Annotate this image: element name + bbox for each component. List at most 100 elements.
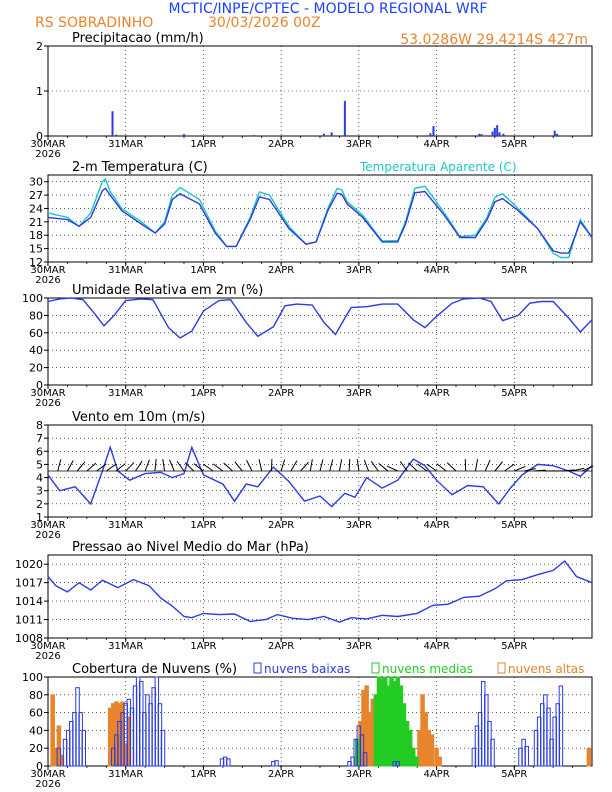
pressure-xtick-year: 2026 bbox=[35, 651, 60, 662]
wind-xtick-label: 3APR bbox=[346, 520, 372, 531]
clouds-xtick-label: 4APR bbox=[423, 769, 449, 780]
clouds-bar-nuvens-baixas bbox=[490, 738, 495, 767]
pressure-series-line bbox=[47, 560, 593, 623]
temp-ytick-label: 12 bbox=[29, 256, 43, 269]
wind-ytick-label: 3 bbox=[36, 485, 43, 498]
clouds-bar-nuvens-baixas bbox=[362, 752, 368, 767]
rh-ytick-label: 100 bbox=[22, 292, 43, 305]
clouds-xtick-year: 2026 bbox=[35, 779, 60, 790]
wind-barb bbox=[386, 465, 398, 472]
pressure-ytick-label: 1020 bbox=[15, 558, 43, 571]
wind-barb bbox=[474, 459, 479, 472]
pressure-frame bbox=[47, 554, 593, 639]
precip-bar bbox=[553, 130, 556, 136]
wind-barb bbox=[523, 468, 536, 472]
rh-xtick-label: 1APR bbox=[190, 388, 216, 399]
pressure-xtick-label: 3APR bbox=[346, 641, 372, 652]
precip-xtick-label: 1APR bbox=[190, 139, 216, 150]
temp-legend-apparent: Temperatura Aparente (C) bbox=[359, 160, 517, 174]
pressure-ytick-label: 1014 bbox=[15, 595, 43, 608]
wind-barb bbox=[370, 460, 379, 472]
wind-xtick-label: 4APR bbox=[423, 520, 449, 531]
wind-barb bbox=[144, 459, 150, 472]
clouds-bar-nuvens-altas bbox=[50, 694, 55, 767]
clouds-bar-nuvens-baixas bbox=[359, 734, 365, 767]
wind-barb bbox=[57, 459, 62, 472]
wind-xtick-label: 30MAR bbox=[30, 520, 65, 531]
temp-xtick-label: 1APR bbox=[190, 265, 216, 276]
clouds-bar-nuvens-baixas bbox=[160, 729, 166, 767]
temp-xtick-label: 31MAR bbox=[108, 265, 143, 276]
wind-barb bbox=[408, 462, 418, 472]
wind-barb bbox=[246, 460, 253, 472]
clouds-ytick-label: 80 bbox=[29, 689, 43, 702]
rh-xtick-label: 5APR bbox=[501, 388, 527, 399]
precip-bar bbox=[478, 133, 481, 136]
rh-ytick-label: 40 bbox=[29, 344, 43, 357]
wind-series-line bbox=[47, 445, 593, 508]
wind-barb bbox=[203, 463, 214, 472]
rh-xtick-label: 2APR bbox=[268, 388, 294, 399]
precip-bar bbox=[556, 133, 559, 136]
precip-bar bbox=[111, 111, 114, 136]
wind-xtick-label: 1APR bbox=[190, 520, 216, 531]
wind-barb bbox=[66, 460, 74, 472]
precip-bar bbox=[330, 132, 333, 136]
temp-xtick-label: 30MAR bbox=[30, 265, 65, 276]
wind-barb bbox=[514, 465, 526, 472]
precip-xtick-label: 30MAR bbox=[30, 139, 65, 150]
pressure-xtick-label: 2APR bbox=[268, 641, 294, 652]
temp-xtick-year: 2026 bbox=[35, 275, 60, 286]
wind-ytick-label: 2 bbox=[36, 498, 43, 511]
precip-ytick-label: 1 bbox=[36, 85, 43, 98]
precip-xtick-label: 31MAR bbox=[108, 139, 143, 150]
precip-bar bbox=[502, 133, 505, 136]
wind-ytick-label: 5 bbox=[36, 458, 43, 471]
wind-barb bbox=[504, 463, 515, 472]
wind-barb bbox=[348, 458, 351, 472]
wind-barb bbox=[484, 459, 491, 472]
cloud-legend-label: nuvens baixas bbox=[264, 662, 350, 676]
wind-barb bbox=[582, 465, 594, 472]
rh-ytick-label: 80 bbox=[29, 309, 43, 322]
temp-title: 2-m Temperatura (C) bbox=[72, 160, 208, 175]
wind-barb bbox=[426, 463, 437, 472]
wind-barb bbox=[193, 463, 204, 472]
wind-barb bbox=[399, 461, 408, 472]
wind-barb bbox=[135, 460, 143, 472]
temp-xtick-label: 4APR bbox=[423, 265, 449, 276]
wind-barb bbox=[363, 459, 370, 472]
precip-ytick-label: 2 bbox=[36, 40, 43, 53]
wind-barb bbox=[125, 462, 135, 472]
wind-barb bbox=[378, 463, 389, 472]
wind-barb bbox=[169, 459, 175, 472]
rh-ytick-label: 60 bbox=[29, 327, 43, 340]
wind-barb bbox=[436, 463, 447, 472]
wind-barb bbox=[300, 461, 309, 472]
wind-barb bbox=[258, 459, 263, 472]
precip-xtick-year: 2026 bbox=[35, 149, 60, 160]
wind-barb bbox=[154, 459, 157, 472]
rh-xtick-label: 30MAR bbox=[30, 388, 65, 399]
coordinates-label: 53.0286W 29.4214S 427m bbox=[400, 32, 588, 48]
pressure-xtick-label: 1APR bbox=[190, 641, 216, 652]
precip-ytick-label: 0 bbox=[36, 130, 43, 143]
temp-series-line bbox=[47, 177, 593, 259]
temp-ytick-label: 24 bbox=[29, 202, 43, 215]
wind-ytick-label: 8 bbox=[36, 419, 43, 432]
wind-barb bbox=[446, 462, 457, 472]
cloud-legend-label: nuvens altas bbox=[508, 662, 584, 676]
precip-bar bbox=[480, 134, 483, 136]
clouds-ytick-label: 60 bbox=[29, 707, 43, 720]
wind-barb bbox=[416, 463, 428, 472]
wind-barb bbox=[223, 462, 233, 472]
clouds-bar-nuvens-baixas bbox=[226, 758, 231, 767]
wind-barb bbox=[356, 459, 360, 472]
precip-bar bbox=[432, 126, 435, 136]
rh-title: Umidade Relativa em 2m (%) bbox=[72, 283, 263, 298]
rh-ytick-label: 0 bbox=[36, 379, 43, 392]
clouds-ytick-label: 40 bbox=[29, 724, 43, 737]
